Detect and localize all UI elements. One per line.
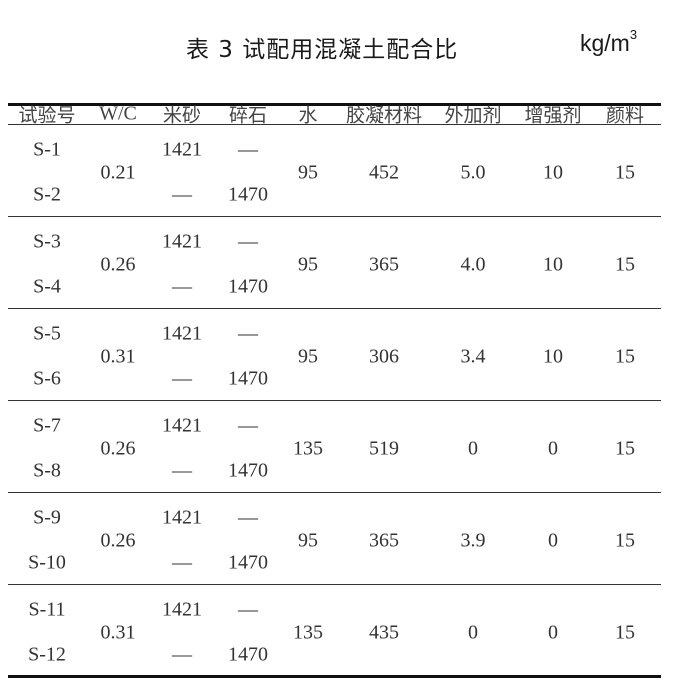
binder-value: 365 [369, 253, 399, 276]
binder-value: 365 [369, 529, 399, 552]
wc-ratio: 0.26 [100, 253, 136, 276]
pigment-value: 15 [615, 345, 635, 368]
sand-value: 1421 [162, 230, 202, 253]
pigment-value: 15 [615, 621, 635, 644]
enhancer-value: 0 [548, 529, 558, 552]
gravel-value: 1470 [228, 551, 268, 574]
pigment-value: 15 [615, 529, 635, 552]
wc-ratio: 0.31 [100, 621, 136, 644]
unit-text: kg/m [580, 30, 630, 56]
column-header: 增强剂 [524, 104, 582, 127]
admixture-value: 0 [468, 437, 478, 460]
sand-value: 1421 [162, 414, 202, 437]
unit-superscript: 3 [629, 27, 638, 43]
sample-id: S-12 [28, 643, 66, 666]
water-value: 95 [298, 253, 318, 276]
binder-value: 452 [369, 161, 399, 184]
column-header: W/C [99, 102, 137, 125]
column-header: 胶凝材料 [345, 104, 423, 127]
enhancer-value: 0 [548, 437, 558, 460]
sample-id: S-8 [33, 459, 61, 482]
gravel-value: 1470 [228, 459, 268, 482]
sand-value: 1421 [162, 322, 202, 345]
sand-value: — [172, 643, 192, 666]
admixture-value: 0 [468, 621, 478, 644]
gravel-value: 1470 [228, 183, 268, 206]
wc-ratio: 0.21 [100, 161, 136, 184]
group-divider [8, 308, 661, 309]
gravel-value: — [238, 414, 258, 437]
bottom-rule [8, 675, 661, 678]
sample-id: S-3 [33, 230, 61, 253]
sand-value: — [172, 275, 192, 298]
water-value: 135 [293, 621, 323, 644]
wc-ratio: 0.26 [100, 529, 136, 552]
sample-id: S-6 [33, 367, 61, 390]
sand-value: — [172, 459, 192, 482]
water-value: 95 [298, 529, 318, 552]
group-divider [8, 492, 661, 493]
binder-value: 306 [369, 345, 399, 368]
water-value: 135 [293, 437, 323, 460]
gravel-value: — [238, 598, 258, 621]
wc-ratio: 0.31 [100, 345, 136, 368]
admixture-value: 4.0 [460, 253, 486, 276]
column-header: 水 [298, 104, 318, 127]
pigment-value: 15 [615, 253, 635, 276]
top-rule [8, 103, 661, 106]
column-header: 外加剂 [444, 104, 502, 127]
sample-id: S-10 [28, 551, 66, 574]
column-header: 碎石 [228, 104, 268, 127]
gravel-value: — [238, 506, 258, 529]
gravel-value: 1470 [228, 643, 268, 666]
binder-value: 519 [369, 437, 399, 460]
table-title: 表 3 试配用混凝土配合比 [186, 37, 459, 63]
enhancer-value: 0 [548, 621, 558, 644]
gravel-value: — [238, 322, 258, 345]
gravel-value: 1470 [228, 275, 268, 298]
pigment-value: 15 [615, 161, 635, 184]
table-unit: kg/m3 [580, 27, 638, 57]
admixture-value: 5.0 [460, 161, 486, 184]
column-header: 试验号 [18, 104, 76, 127]
admixture-value: 3.4 [460, 345, 486, 368]
sample-id: S-2 [33, 183, 61, 206]
sand-value: — [172, 183, 192, 206]
sand-value: 1421 [162, 138, 202, 161]
column-header: 颜料 [605, 104, 645, 127]
group-divider [8, 400, 661, 401]
binder-value: 435 [369, 621, 399, 644]
column-header: 米砂 [162, 104, 202, 127]
gravel-value: — [238, 230, 258, 253]
sample-id: S-9 [33, 506, 61, 529]
group-divider [8, 216, 661, 217]
enhancer-value: 10 [543, 253, 563, 276]
water-value: 95 [298, 161, 318, 184]
sand-value: — [172, 551, 192, 574]
wc-ratio: 0.26 [100, 437, 136, 460]
pigment-value: 15 [615, 437, 635, 460]
gravel-value: 1470 [228, 367, 268, 390]
sample-id: S-5 [33, 322, 61, 345]
sand-value: 1421 [162, 598, 202, 621]
sample-id: S-4 [33, 275, 61, 298]
gravel-value: — [238, 138, 258, 161]
sand-value: 1421 [162, 506, 202, 529]
sample-id: S-7 [33, 414, 61, 437]
group-divider [8, 584, 661, 585]
enhancer-value: 10 [543, 161, 563, 184]
sand-value: — [172, 367, 192, 390]
admixture-value: 3.9 [460, 529, 486, 552]
water-value: 95 [298, 345, 318, 368]
sample-id: S-11 [28, 598, 66, 621]
enhancer-value: 10 [543, 345, 563, 368]
header-rule [8, 124, 661, 125]
sample-id: S-1 [33, 138, 61, 161]
